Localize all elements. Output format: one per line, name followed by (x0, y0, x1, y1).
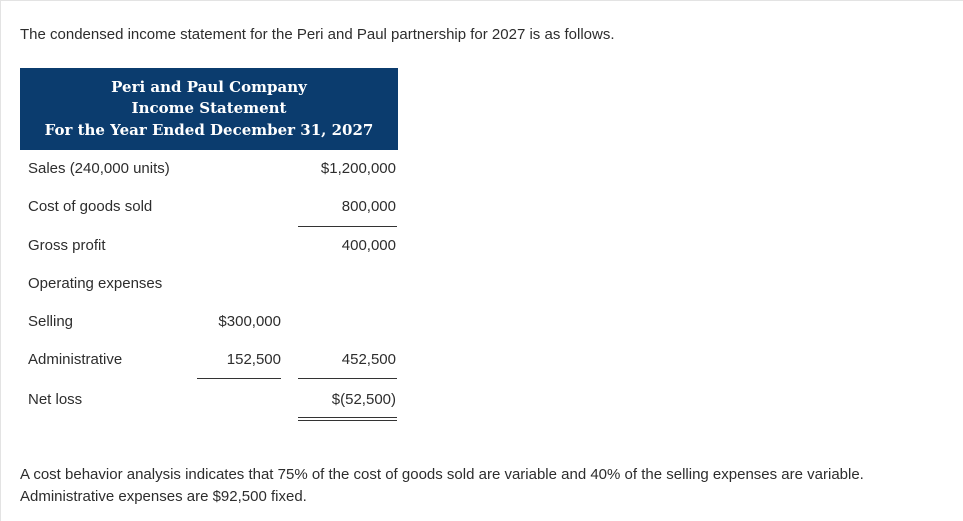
row-amount: 800,000 (341, 198, 396, 215)
statement-header: Peri and Paul Company Income Statement F… (20, 68, 398, 150)
row-label: Selling (28, 313, 74, 330)
row-operating-expenses: Operating expenses (20, 272, 398, 296)
row-selling: Selling $300,000 (20, 310, 398, 334)
note-text: A cost behavior analysis indicates that … (20, 466, 864, 505)
row-amount-detail: $300,000 (218, 313, 281, 330)
row-administrative: Administrative 152,500 452,500 (20, 348, 398, 372)
row-net-loss: Net loss $(52,500) (20, 388, 398, 412)
row-label: Net loss (28, 391, 83, 408)
row-amount: 400,000 (341, 237, 396, 254)
intro-text: The condensed income statement for the P… (20, 26, 615, 43)
row-label: Gross profit (28, 237, 106, 254)
row-sales: Sales (240,000 units) $1,200,000 (20, 157, 398, 181)
row-cogs: Cost of goods sold 800,000 (20, 195, 398, 219)
net-loss-double-underline (298, 417, 397, 421)
company-name: Peri and Paul Company (111, 78, 307, 96)
row-label: Administrative (28, 351, 123, 368)
row-amount: $1,200,000 (320, 160, 396, 177)
row-amount-detail: 152,500 (226, 351, 281, 368)
row-label: Cost of goods sold (28, 198, 153, 215)
row-amount: 452,500 (341, 351, 396, 368)
row-label: Sales (240,000 units) (28, 160, 170, 177)
administrative-total-underline (298, 378, 397, 379)
row-amount: $(52,500) (331, 391, 396, 408)
row-label: Operating expenses (28, 275, 163, 292)
statement-title: Income Statement (131, 99, 287, 117)
cogs-underline (298, 226, 397, 227)
row-gross-profit: Gross profit 400,000 (20, 234, 398, 258)
administrative-detail-underline (197, 378, 281, 379)
statement-period: For the Year Ended December 31, 2027 (44, 121, 374, 139)
